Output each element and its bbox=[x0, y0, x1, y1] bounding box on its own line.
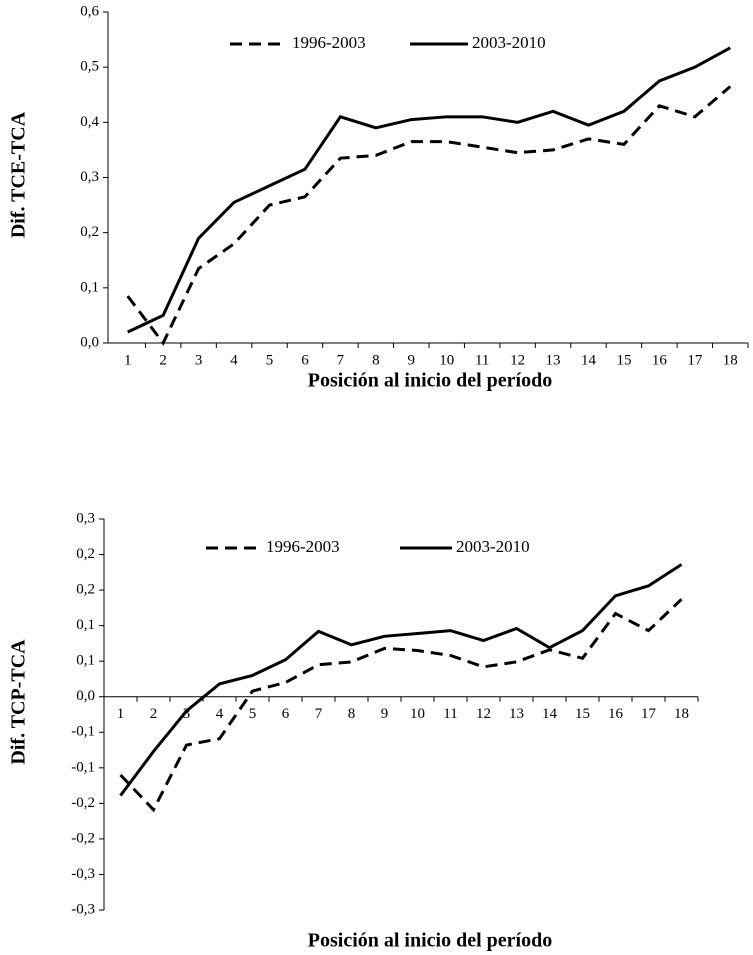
x-tick-label: 6 bbox=[301, 352, 309, 368]
x-tick-label: 5 bbox=[266, 352, 274, 368]
y-tick-label: 0,3 bbox=[76, 510, 95, 526]
legend-label: 1996-2003 bbox=[292, 33, 366, 52]
x-tick-label: 15 bbox=[575, 706, 590, 722]
x-tick-label: 3 bbox=[183, 706, 191, 722]
x-tick-label: 16 bbox=[608, 706, 624, 722]
y-tick-label: -0,3 bbox=[71, 866, 95, 882]
series-line bbox=[126, 85, 732, 346]
y-tick-label: 0,0 bbox=[76, 688, 95, 704]
x-tick-label: 4 bbox=[216, 706, 224, 722]
y-tick-label: 0,5 bbox=[80, 59, 99, 75]
x-axis-title: Posición al inicio del período bbox=[308, 930, 552, 952]
y-axis-title: Dif. TCP-TCA bbox=[8, 639, 30, 765]
x-tick-label: 2 bbox=[159, 352, 167, 368]
y-axis-title: Dif. TCE-TCA bbox=[8, 111, 30, 238]
x-tick-label: 18 bbox=[674, 706, 689, 722]
x-tick-label: 18 bbox=[723, 352, 738, 368]
x-tick-label: 13 bbox=[546, 352, 561, 368]
x-tick-label: 10 bbox=[410, 706, 425, 722]
x-tick-label: 12 bbox=[476, 706, 491, 722]
y-tick-label: 0,2 bbox=[76, 582, 95, 598]
x-tick-label: 8 bbox=[372, 352, 380, 368]
y-tick-label: -0,1 bbox=[71, 759, 95, 775]
x-tick-label: 11 bbox=[443, 706, 457, 722]
x-tick-label: 1 bbox=[124, 352, 132, 368]
x-axis-title: Posición al inicio del período bbox=[308, 370, 552, 392]
x-tick-label: 6 bbox=[282, 706, 290, 722]
x-tick-label: 9 bbox=[408, 352, 416, 368]
series-line bbox=[119, 598, 683, 813]
x-tick-label: 12 bbox=[510, 352, 525, 368]
x-tick-label: 7 bbox=[337, 352, 345, 368]
y-tick-label: -0,1 bbox=[71, 724, 95, 740]
x-tick-label: 14 bbox=[542, 706, 558, 722]
legend-label: 1996-2003 bbox=[266, 537, 340, 556]
x-tick-label: 1 bbox=[117, 706, 125, 722]
legend-label: 2003-2010 bbox=[456, 537, 530, 556]
x-tick-label: 14 bbox=[581, 352, 597, 368]
y-tick-label: -0,3 bbox=[71, 901, 95, 917]
x-tick-label: 2 bbox=[150, 706, 158, 722]
legend-label: 2003-2010 bbox=[472, 33, 546, 52]
y-tick-label: 0,3 bbox=[80, 169, 99, 185]
y-tick-label: 0,2 bbox=[80, 224, 99, 240]
y-tick-label: 0,1 bbox=[76, 617, 95, 633]
x-tick-label: 17 bbox=[687, 352, 703, 368]
x-tick-label: 9 bbox=[381, 706, 389, 722]
x-tick-label: 17 bbox=[641, 706, 657, 722]
x-tick-label: 3 bbox=[195, 352, 203, 368]
y-tick-label: 0,1 bbox=[76, 653, 95, 669]
y-tick-label: 0,0 bbox=[80, 334, 99, 350]
x-tick-label: 13 bbox=[509, 706, 524, 722]
series-line bbox=[119, 563, 683, 797]
x-tick-label: 7 bbox=[315, 706, 323, 722]
y-tick-label: 0,4 bbox=[80, 114, 99, 130]
x-tick-label: 10 bbox=[439, 352, 454, 368]
y-tick-label: -0,2 bbox=[71, 795, 95, 811]
x-tick-label: 16 bbox=[652, 352, 668, 368]
series-line bbox=[127, 46, 731, 334]
y-tick-label: 0,6 bbox=[80, 3, 99, 19]
y-tick-label: 0,2 bbox=[76, 546, 95, 562]
x-tick-label: 4 bbox=[230, 352, 238, 368]
x-tick-label: 8 bbox=[348, 706, 356, 722]
x-tick-label: 11 bbox=[475, 352, 489, 368]
y-tick-label: 0,1 bbox=[80, 279, 99, 295]
x-tick-label: 5 bbox=[249, 706, 257, 722]
y-tick-label: -0,2 bbox=[71, 830, 95, 846]
x-tick-label: 15 bbox=[616, 352, 631, 368]
